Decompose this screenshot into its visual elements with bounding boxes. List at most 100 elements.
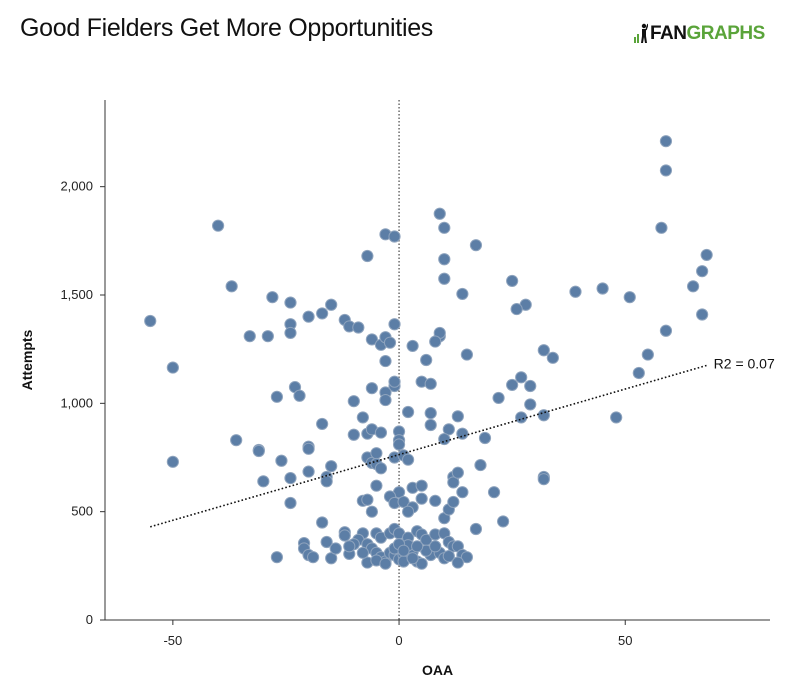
data-point xyxy=(343,540,356,553)
data-point xyxy=(379,354,392,368)
data-point xyxy=(401,505,415,518)
data-point xyxy=(424,418,437,432)
data-point xyxy=(401,453,415,466)
chart-axes: 0 500 1,000 1,500 2,000 -50 0 50 OAA Attempts xyxy=(19,100,770,678)
data-point xyxy=(270,551,284,564)
data-point xyxy=(361,249,374,263)
data-point xyxy=(686,280,700,293)
data-point xyxy=(352,321,365,334)
chart-title: Good Fielders Get More Opportunities xyxy=(20,14,434,42)
r-squared-label: R2 = 0.07 xyxy=(714,355,775,371)
data-point xyxy=(374,426,388,439)
data-point xyxy=(415,479,428,492)
data-point xyxy=(456,427,469,440)
data-point xyxy=(383,336,397,349)
data-point xyxy=(546,351,559,364)
data-point xyxy=(438,221,451,234)
y-tick-label: 1,000 xyxy=(60,395,93,410)
data-point xyxy=(270,390,284,403)
data-point xyxy=(379,393,392,407)
data-point xyxy=(252,444,265,458)
data-point xyxy=(225,280,238,293)
data-point xyxy=(302,465,315,478)
data-point xyxy=(510,302,523,316)
data-point xyxy=(284,296,297,309)
x-tick-label: -50 xyxy=(163,633,182,648)
data-point xyxy=(306,551,320,564)
data-point xyxy=(506,274,519,288)
data-point xyxy=(569,285,582,298)
data-point xyxy=(257,475,270,488)
data-point xyxy=(451,556,464,569)
data-point xyxy=(442,549,455,563)
data-point xyxy=(515,411,528,424)
data-point xyxy=(623,291,636,304)
data-point xyxy=(478,431,492,445)
data-point xyxy=(659,164,673,177)
data-point xyxy=(320,535,333,549)
data-point xyxy=(659,324,673,337)
data-point xyxy=(537,344,550,357)
data-point xyxy=(537,409,550,422)
data-point xyxy=(388,375,401,388)
data-point xyxy=(447,476,460,489)
data-point xyxy=(659,135,673,148)
data-point xyxy=(474,458,487,472)
data-point xyxy=(442,423,455,436)
data-point xyxy=(397,544,410,557)
data-point xyxy=(392,438,406,451)
x-tick-label: 50 xyxy=(618,633,632,648)
data-point xyxy=(420,353,433,367)
data-point xyxy=(374,462,388,475)
data-point xyxy=(696,265,709,278)
data-point xyxy=(424,406,437,420)
data-point xyxy=(325,552,338,565)
data-point xyxy=(325,460,338,473)
data-points xyxy=(144,135,713,570)
data-point xyxy=(293,389,306,402)
data-point xyxy=(429,494,442,507)
data-point xyxy=(211,219,225,232)
data-point xyxy=(316,516,329,529)
data-point xyxy=(451,466,464,479)
data-point xyxy=(388,230,401,243)
data-point xyxy=(406,339,419,353)
logo-text-graphs: GRAPHS xyxy=(686,22,766,44)
data-point xyxy=(506,378,519,392)
data-point xyxy=(456,486,469,499)
data-point xyxy=(641,348,654,361)
data-point xyxy=(438,253,451,266)
data-point xyxy=(401,405,415,419)
data-point xyxy=(451,410,464,423)
data-point xyxy=(696,308,709,321)
data-point xyxy=(166,455,179,468)
data-point xyxy=(433,207,446,220)
y-tick-label: 2,000 xyxy=(60,179,93,194)
y-tick-label: 1,500 xyxy=(60,287,93,302)
data-point xyxy=(370,447,383,460)
data-point xyxy=(144,314,157,328)
data-point xyxy=(492,391,505,405)
data-point xyxy=(166,361,179,374)
data-point xyxy=(438,272,451,285)
data-point xyxy=(284,471,297,485)
data-point xyxy=(338,529,351,542)
data-point xyxy=(266,291,279,304)
data-point xyxy=(469,239,483,252)
data-point xyxy=(397,495,410,509)
logo-text-fan: FAN xyxy=(650,22,687,44)
chart-overlay: R2 = 0.07 xyxy=(150,355,775,528)
data-point xyxy=(370,479,383,492)
data-point xyxy=(406,552,419,565)
fangraphs-logo: FAN GRAPHS xyxy=(634,20,765,46)
data-point xyxy=(347,428,360,441)
data-point xyxy=(361,493,374,506)
data-point xyxy=(415,557,428,570)
data-point xyxy=(365,333,379,346)
data-point xyxy=(302,310,315,323)
data-point xyxy=(365,382,379,395)
data-point xyxy=(415,492,428,505)
y-axis-label: Attempts xyxy=(19,329,35,390)
batter-icon xyxy=(634,22,649,44)
data-point xyxy=(329,542,342,555)
